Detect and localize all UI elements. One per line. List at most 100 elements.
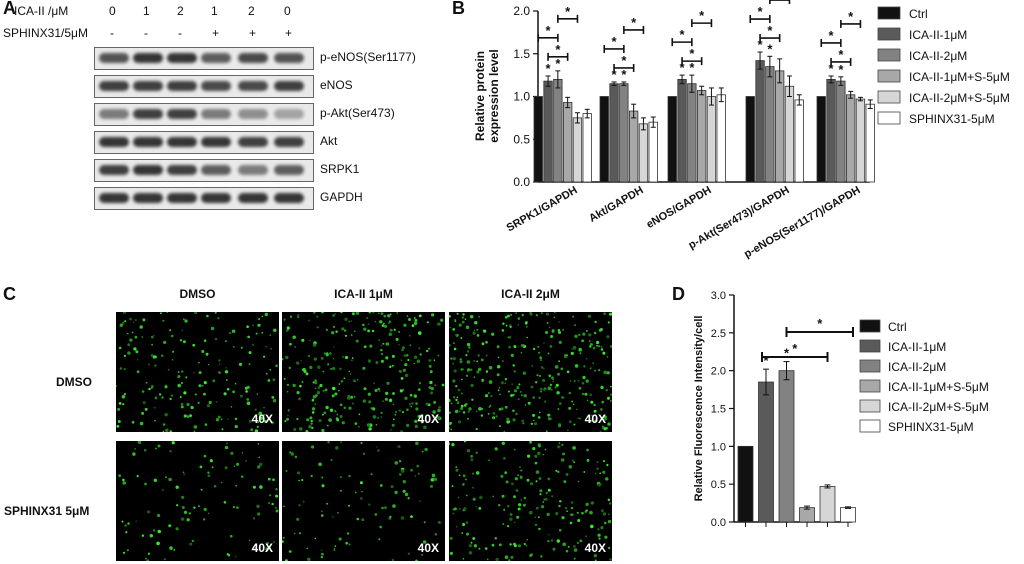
cell-dot <box>391 558 394 561</box>
cell-dot <box>417 331 422 335</box>
cell-dot <box>589 393 592 396</box>
cell-dot <box>502 523 505 525</box>
cell-dot <box>301 478 304 482</box>
cell-dot <box>149 534 153 538</box>
cell-dot <box>380 349 383 352</box>
cell-dot <box>486 558 489 561</box>
cell-dot <box>230 534 233 538</box>
cell-dot <box>601 400 604 404</box>
cell-dot <box>428 364 432 368</box>
cell-dot <box>451 443 455 447</box>
cell-dot <box>265 372 268 375</box>
cell-dot <box>258 318 261 320</box>
cell-dot <box>408 334 411 337</box>
sig-star: * <box>546 61 552 76</box>
cell-dot <box>312 343 317 347</box>
cell-dot <box>390 428 392 431</box>
cell-dot <box>122 481 126 485</box>
cell-dot <box>436 415 441 420</box>
cell-dot <box>203 518 206 521</box>
cell-dot <box>507 314 510 318</box>
cell-dot <box>363 327 367 331</box>
cell-dot <box>385 356 389 360</box>
cell-dot <box>363 387 367 391</box>
cell-dot <box>488 365 493 370</box>
cell-dot <box>457 496 460 499</box>
cell-dot <box>331 394 335 398</box>
cell-dot <box>182 471 185 474</box>
cell-dot <box>606 371 610 375</box>
cell-dot <box>609 393 612 396</box>
cell-dot <box>520 351 523 354</box>
cell-dot <box>290 452 294 456</box>
cell-dot <box>561 516 565 520</box>
cell-dot <box>538 444 541 448</box>
cell-dot <box>433 401 436 404</box>
cell-dot <box>521 313 524 317</box>
cell-dot <box>177 383 181 388</box>
cell-dot <box>607 422 611 426</box>
cell-dot <box>392 392 395 395</box>
cell-dot <box>119 323 123 327</box>
bar <box>774 70 785 183</box>
cell-dot <box>214 337 218 341</box>
cell-dot <box>463 507 467 511</box>
cell-dot <box>164 413 168 417</box>
cell-dot <box>189 414 192 417</box>
cell-dot <box>418 414 422 419</box>
cell-dot <box>607 519 612 524</box>
cell-dot <box>407 358 410 362</box>
chart-b: Relative proteinexpression level 0.0 0.5 1.… <box>473 0 1010 261</box>
cell-dot <box>193 372 195 374</box>
cell-dot <box>503 509 505 511</box>
cell-dot <box>169 430 173 432</box>
cell-dot <box>282 540 284 543</box>
cell-dot <box>162 319 165 322</box>
cell-dot <box>229 332 231 334</box>
cell-dot <box>116 385 118 387</box>
cell-dot <box>502 322 505 325</box>
cell-dot <box>475 451 478 454</box>
cell-dot <box>254 408 257 411</box>
sig-star: * <box>546 23 552 38</box>
cell-dot <box>122 403 125 406</box>
cell-dot <box>157 529 161 534</box>
cell-dot <box>246 325 249 328</box>
cell-dot <box>498 407 502 411</box>
cell-dot <box>587 314 591 318</box>
cell-dot <box>257 512 261 516</box>
cell-dot <box>571 459 575 462</box>
cell-dot <box>466 449 471 453</box>
sphinx-value: - <box>144 26 148 40</box>
cell-dot <box>255 332 258 335</box>
blot-band <box>201 53 231 63</box>
cell-dot <box>396 312 399 314</box>
cell-dot <box>224 466 228 470</box>
cell-dot <box>319 383 323 388</box>
cell-dot <box>213 484 217 488</box>
cell-dot <box>335 446 339 450</box>
cell-dot <box>136 475 139 478</box>
cell-dot <box>529 510 533 515</box>
cell-dot <box>462 523 466 526</box>
cell-dot <box>520 469 522 472</box>
cell-dot <box>509 325 512 329</box>
cell-dot <box>297 314 300 317</box>
cell-dot <box>462 313 465 316</box>
cell-dot <box>473 360 475 362</box>
cell-dot <box>210 326 215 331</box>
cell-dot <box>392 418 395 421</box>
cell-dot <box>452 396 456 399</box>
cell-dot <box>545 312 549 316</box>
cell-dot <box>264 312 268 317</box>
cell-dot <box>258 456 261 459</box>
cell-dot <box>402 489 406 493</box>
cell-dot <box>568 391 572 395</box>
legend-swatch <box>859 419 881 433</box>
y-tick-label: 0.0 <box>711 517 726 529</box>
cell-dot <box>179 339 182 342</box>
cell-dot <box>451 485 454 488</box>
cell-dot <box>390 485 394 489</box>
cell-dot <box>127 351 131 355</box>
cell-dot <box>541 505 545 509</box>
